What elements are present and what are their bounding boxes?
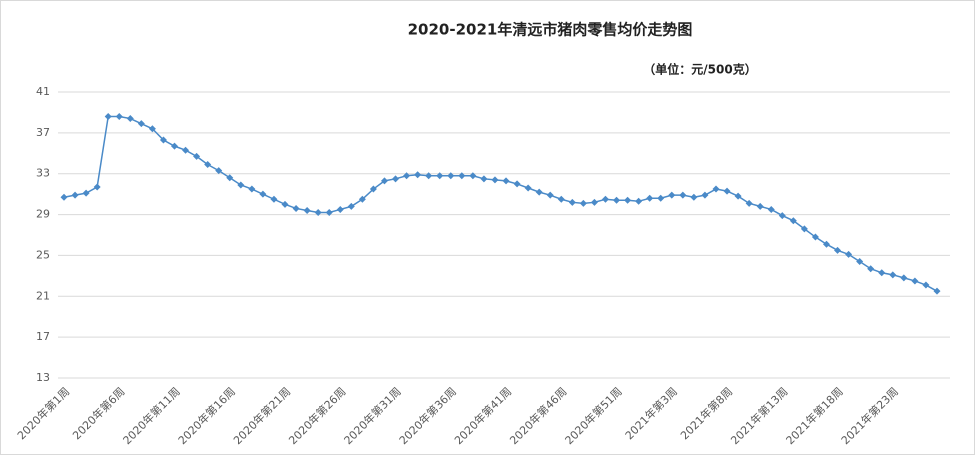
data-point: [800, 225, 808, 233]
data-point: [259, 190, 267, 198]
data-point: [458, 172, 466, 180]
y-tick-label: 13: [36, 371, 50, 384]
data-point: [292, 204, 300, 212]
data-point: [193, 152, 201, 160]
data-point: [226, 174, 234, 182]
data-point: [171, 142, 179, 150]
data-point: [546, 191, 554, 199]
data-point: [513, 180, 521, 188]
data-point: [911, 277, 919, 285]
data-point: [436, 172, 444, 180]
y-tick-label: 33: [36, 167, 50, 180]
data-point: [182, 146, 190, 154]
data-point: [502, 177, 510, 185]
data-point: [281, 200, 289, 208]
y-tick-label: 17: [36, 330, 50, 343]
data-point: [137, 120, 145, 128]
data-point: [834, 246, 842, 254]
data-point: [579, 199, 587, 207]
data-point: [613, 196, 621, 204]
data-point: [712, 185, 720, 193]
y-tick-label: 37: [36, 126, 50, 139]
data-point: [248, 185, 256, 193]
data-point: [524, 184, 532, 192]
data-point: [878, 269, 886, 277]
data-point: [303, 206, 311, 214]
data-point: [93, 183, 101, 191]
chart-title: 2020-2021年清远市猪肉零售均价走势图: [408, 21, 693, 39]
data-point: [380, 177, 388, 185]
data-point: [347, 202, 355, 210]
data-point: [414, 171, 422, 179]
data-point: [767, 205, 775, 213]
y-tick-label: 21: [36, 289, 50, 302]
data-point: [646, 194, 654, 202]
data-point: [314, 209, 322, 217]
data-point: [668, 191, 676, 199]
data-point: [778, 212, 786, 220]
data-point: [82, 189, 90, 197]
data-point: [723, 187, 731, 195]
data-point: [933, 287, 941, 295]
data-point: [215, 167, 223, 175]
data-point: [60, 193, 68, 201]
data-point: [635, 197, 643, 205]
data-point: [392, 175, 400, 183]
data-point: [480, 175, 488, 183]
data-point: [845, 250, 853, 258]
y-tick-label: 41: [36, 85, 50, 98]
data-point: [237, 181, 245, 189]
data-point: [867, 265, 875, 273]
data-point: [624, 196, 632, 204]
data-point: [601, 195, 609, 203]
data-point: [115, 113, 123, 121]
data-point: [447, 172, 455, 180]
data-point: [535, 188, 543, 196]
data-point: [745, 199, 753, 207]
data-point: [701, 191, 709, 199]
data-point: [336, 205, 344, 213]
data-point: [369, 185, 377, 193]
data-point: [148, 125, 156, 133]
chart-subtitle: （单位：元/500克）: [643, 62, 756, 77]
data-point: [590, 198, 598, 206]
data-point: [889, 271, 897, 279]
data-point: [557, 195, 565, 203]
y-tick-label: 29: [36, 208, 50, 221]
data-point: [690, 193, 698, 201]
data-point: [71, 191, 79, 199]
data-point: [403, 172, 411, 180]
data-point: [756, 202, 764, 210]
data-point: [358, 195, 366, 203]
data-point: [734, 192, 742, 200]
data-point: [425, 172, 433, 180]
data-point: [204, 161, 212, 169]
data-point: [126, 115, 134, 123]
data-point: [657, 194, 665, 202]
data-point: [679, 191, 687, 199]
data-point: [325, 209, 333, 217]
data-point: [469, 172, 477, 180]
data-point: [491, 176, 499, 184]
data-point: [811, 233, 819, 241]
data-point: [822, 240, 830, 248]
data-point: [856, 258, 864, 266]
data-point: [104, 113, 112, 121]
data-point: [159, 136, 167, 144]
y-tick-label: 25: [36, 248, 50, 261]
data-point: [789, 217, 797, 225]
data-point: [270, 195, 278, 203]
data-point: [568, 198, 576, 206]
data-point: [922, 281, 930, 289]
data-point: [900, 274, 908, 282]
